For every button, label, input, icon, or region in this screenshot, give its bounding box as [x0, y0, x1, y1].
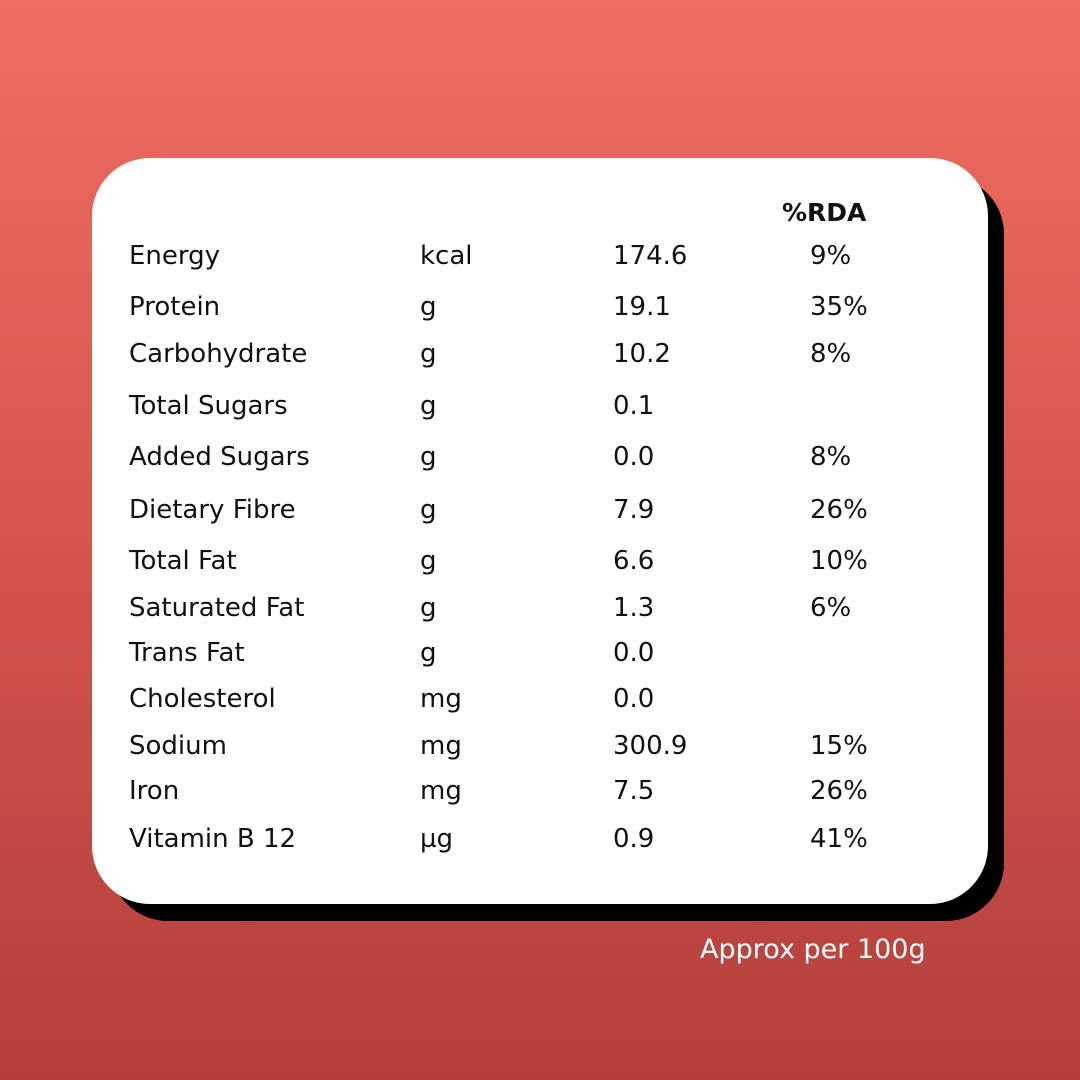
nutrient-unit: g: [420, 495, 437, 525]
nutrient-rda: 26%: [810, 776, 868, 806]
table-row: Saturated Fat g 1.3 6%: [92, 590, 988, 626]
nutrient-name: Cholesterol: [129, 684, 276, 714]
nutrient-unit: g: [420, 593, 437, 623]
nutrient-value: 10.2: [613, 339, 671, 369]
table-row: Protein g 19.1 35%: [92, 289, 988, 325]
nutrient-name: Trans Fat: [129, 638, 245, 668]
nutrient-unit: g: [420, 391, 437, 421]
table-row: Iron mg 7.5 26%: [92, 773, 988, 809]
nutrient-unit: kcal: [420, 241, 473, 271]
nutrient-value: 1.3: [613, 593, 655, 623]
nutrient-value: 7.5: [613, 776, 655, 806]
table-row: Carbohydrate g 10.2 8%: [92, 336, 988, 372]
nutrient-value: 0.9: [613, 824, 655, 854]
nutrient-value: 0.0: [613, 442, 655, 472]
nutrient-unit: g: [420, 339, 437, 369]
nutrient-unit: µg: [420, 824, 454, 854]
nutrient-name: Added Sugars: [129, 442, 310, 472]
nutrient-value: 174.6: [613, 241, 688, 271]
nutrient-rda: 15%: [810, 731, 868, 761]
nutrient-unit: g: [420, 442, 437, 472]
table-row: Energy kcal 174.6 9%: [92, 238, 988, 274]
nutrient-rda: 8%: [810, 339, 852, 369]
serving-footnote: Approx per 100g: [700, 934, 926, 965]
nutrient-name: Dietary Fibre: [129, 495, 296, 525]
nutrient-rda: 9%: [810, 241, 852, 271]
nutrient-name: Protein: [129, 292, 221, 322]
table-row: Sodium mg 300.9 15%: [92, 728, 988, 764]
nutrient-unit: g: [420, 546, 437, 576]
nutrient-unit: mg: [420, 731, 462, 761]
nutrient-name: Saturated Fat: [129, 593, 305, 623]
nutrient-name: Sodium: [129, 731, 227, 761]
nutrient-unit: mg: [420, 684, 462, 714]
nutrient-rda: 35%: [810, 292, 868, 322]
nutrient-name: Vitamin B 12: [129, 824, 297, 854]
nutrient-value: 19.1: [613, 292, 671, 322]
nutrient-rda: 41%: [810, 824, 868, 854]
nutrient-value: 6.6: [613, 546, 655, 576]
nutrient-name: Carbohydrate: [129, 339, 308, 369]
nutrient-value: 0.0: [613, 684, 655, 714]
nutrient-value: 7.9: [613, 495, 655, 525]
nutrient-unit: g: [420, 638, 437, 668]
table-row: Dietary Fibre g 7.9 26%: [92, 492, 988, 528]
rda-column-header: %RDA: [782, 198, 867, 227]
nutrient-name: Energy: [129, 241, 221, 271]
nutrient-name: Total Fat: [129, 546, 237, 576]
nutrient-unit: g: [420, 292, 437, 322]
table-row: Vitamin B 12 µg 0.9 41%: [92, 821, 988, 857]
nutrient-name: Total Sugars: [129, 391, 288, 421]
nutrition-card: %RDA Energy kcal 174.6 9% Protein g 19.1…: [92, 158, 988, 904]
nutrient-rda: 8%: [810, 442, 852, 472]
nutrient-name: Iron: [129, 776, 180, 806]
table-row: Trans Fat g 0.0: [92, 635, 988, 671]
nutrient-value: 300.9: [613, 731, 688, 761]
nutrient-rda: 10%: [810, 546, 868, 576]
nutrient-value: 0.0: [613, 638, 655, 668]
nutrient-unit: mg: [420, 776, 462, 806]
table-row: Cholesterol mg 0.0: [92, 681, 988, 717]
table-row: Total Sugars g 0.1: [92, 388, 988, 424]
nutrient-rda: 6%: [810, 593, 852, 623]
table-row: Added Sugars g 0.0 8%: [92, 439, 988, 475]
nutrient-rda: 26%: [810, 495, 868, 525]
table-row: Total Fat g 6.6 10%: [92, 543, 988, 579]
nutrient-value: 0.1: [613, 391, 655, 421]
